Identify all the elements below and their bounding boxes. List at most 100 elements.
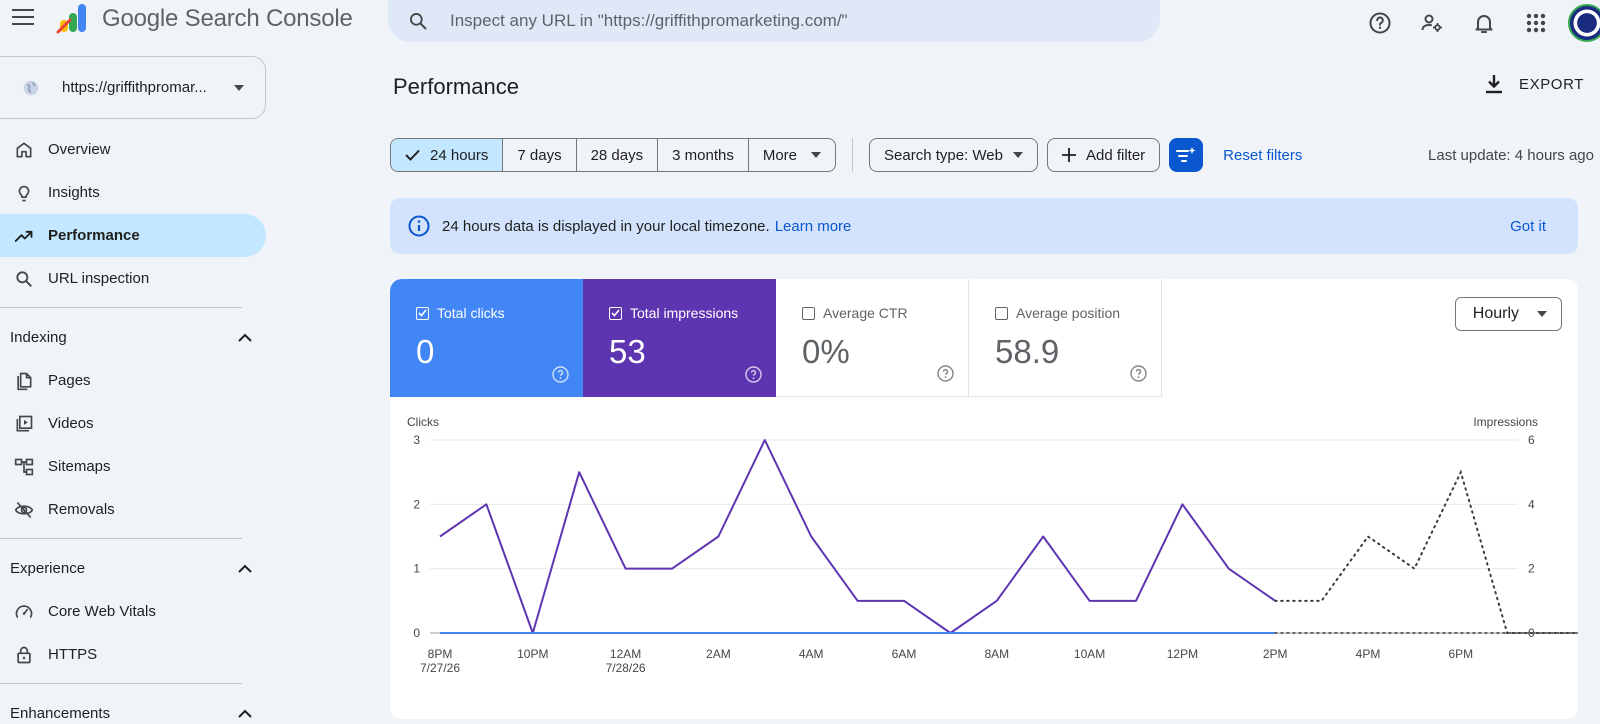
x-tick-sublabel: 7/28/26 <box>606 661 646 675</box>
filter-divider <box>852 138 854 172</box>
check-icon <box>405 149 420 161</box>
sidebar-item-url-inspection[interactable]: URL inspection <box>0 257 266 300</box>
checkbox-checked[interactable] <box>416 306 429 320</box>
x-tick-label: 10PM <box>517 647 548 661</box>
section-indexing-toggle[interactable]: Indexing <box>0 315 266 359</box>
range-more-dropdown[interactable]: More <box>749 139 835 171</box>
home-icon <box>16 142 32 157</box>
caret-down-icon <box>234 84 244 91</box>
x-tick-label: 2AM <box>706 647 731 661</box>
metric-total-impressions[interactable]: Total impressions 53 <box>583 279 776 397</box>
section-title-experience: Experience <box>10 559 86 577</box>
sidebar-item-overview[interactable]: Overview <box>0 128 266 171</box>
right-tick-label: 6 <box>1528 433 1535 447</box>
help-button[interactable] <box>1362 5 1398 41</box>
app-logo[interactable]: Google Search Console <box>56 2 353 36</box>
range-28-days[interactable]: 28 days <box>577 139 659 171</box>
sidebar-item-videos[interactable]: Videos <box>0 402 266 445</box>
x-tick-label: 4AM <box>799 647 824 661</box>
sidebar-item-removals[interactable]: Removals <box>0 488 266 531</box>
main-menu-button[interactable] <box>12 9 34 25</box>
trending-up-icon <box>14 230 33 242</box>
sidebar-item-pages[interactable]: Pages <box>0 359 266 402</box>
metric-value: 0% <box>802 333 850 370</box>
section-title-indexing: Indexing <box>10 328 67 346</box>
checkbox-unchecked[interactable] <box>802 306 815 320</box>
learn-more-link[interactable]: Learn more <box>774 217 852 235</box>
metric-value: 53 <box>609 333 646 370</box>
export-button[interactable]: EXPORT <box>1485 74 1584 94</box>
page-title: Performance <box>393 74 519 99</box>
metric-average-ctr[interactable]: Average CTR 0% <box>776 279 969 397</box>
caret-down-icon <box>811 152 822 158</box>
bell-icon <box>1475 15 1493 33</box>
apps-grid-icon <box>1526 13 1546 33</box>
reset-filters-link[interactable]: Reset filters <box>1223 146 1303 164</box>
left-tick-label: 2 <box>413 497 420 511</box>
search-icon <box>16 270 32 287</box>
section-experience-toggle[interactable]: Experience <box>0 546 266 590</box>
account-avatar[interactable] <box>1568 4 1600 42</box>
x-tick-label: 6AM <box>892 647 917 661</box>
series-projection-total-impressions <box>1274 469 1578 634</box>
metric-value: 58.9 <box>995 333 1060 370</box>
checkbox-checked[interactable] <box>609 306 622 320</box>
metric-average-position[interactable]: Average position 58.9 <box>969 279 1162 397</box>
range-3-months[interactable]: 3 months <box>658 139 749 171</box>
app-title: Google Search Console <box>102 5 353 32</box>
range-7-days[interactable]: 7 days <box>503 139 577 171</box>
x-tick-label: 6PM <box>1448 647 1473 661</box>
metric-label: Average position <box>1016 305 1121 321</box>
sidebar-item-insights[interactable]: Insights <box>0 171 266 214</box>
x-tick-label: 12AM <box>610 647 641 661</box>
sidebar-nav: Overview Insights Performance URL inspec… <box>0 128 266 724</box>
right-tick-label: 4 <box>1528 497 1535 511</box>
performance-card: Total clicks 0 Total impressions 53 Aver… <box>390 279 1578 719</box>
search-input[interactable] <box>450 11 1130 31</box>
apps-button[interactable] <box>1518 5 1554 41</box>
add-filter-button[interactable]: Add filter <box>1046 138 1161 172</box>
metric-label: Total impressions <box>630 305 739 321</box>
search-type-dropdown[interactable]: Search type: Web <box>869 138 1038 172</box>
help-icon[interactable] <box>1130 365 1147 382</box>
notifications-button[interactable] <box>1466 5 1502 41</box>
metric-total-clicks[interactable]: Total clicks 0 <box>390 279 583 397</box>
download-icon <box>1485 75 1502 94</box>
checkbox-unchecked[interactable] <box>995 306 1008 320</box>
timezone-banner: 24 hours data is displayed in your local… <box>390 198 1578 254</box>
date-range-selector: 24 hours 7 days 28 days 3 months More <box>390 138 837 172</box>
left-tick-label: 1 <box>413 562 420 576</box>
left-axis-title: Clicks <box>407 415 439 429</box>
sidebar-item-sitemaps[interactable]: Sitemaps <box>0 445 266 488</box>
help-icon[interactable] <box>552 366 569 383</box>
sidebar-item-core-web-vitals[interactable]: Core Web Vitals <box>0 590 266 633</box>
url-inspect-search[interactable] <box>388 0 1160 42</box>
sitemap-icon <box>14 458 34 475</box>
search-icon <box>410 13 427 30</box>
granularity-dropdown[interactable]: Hourly <box>1454 297 1562 331</box>
section-enhancements-toggle[interactable]: Enhancements <box>0 691 266 724</box>
property-label: https://griffithpromar... <box>62 79 207 96</box>
gauge-icon <box>15 604 33 618</box>
property-selector[interactable]: https://griffithpromar... <box>0 56 266 119</box>
metric-value: 0 <box>416 333 435 370</box>
left-tick-label: 3 <box>413 433 420 447</box>
range-24-hours[interactable]: 24 hours <box>391 139 504 171</box>
help-icon[interactable] <box>937 365 954 382</box>
manage-accounts-icon <box>1421 14 1442 32</box>
caret-down-icon <box>1537 311 1547 317</box>
lock-icon <box>17 646 31 663</box>
x-tick-label: 10AM <box>1074 647 1105 661</box>
user-settings-button[interactable] <box>1414 5 1450 41</box>
export-label: EXPORT <box>1518 75 1584 93</box>
globe-icon <box>23 80 39 95</box>
search-console-logo-icon <box>56 4 86 34</box>
got-it-button[interactable]: Got it <box>1510 217 1546 235</box>
smart-filter-button[interactable] <box>1169 138 1204 172</box>
sidebar-item-https[interactable]: HTTPS <box>0 633 266 676</box>
right-tick-label: 2 <box>1528 562 1535 576</box>
check-icon <box>418 309 427 317</box>
help-icon[interactable] <box>745 366 762 383</box>
sidebar-item-performance[interactable]: Performance <box>0 214 266 257</box>
